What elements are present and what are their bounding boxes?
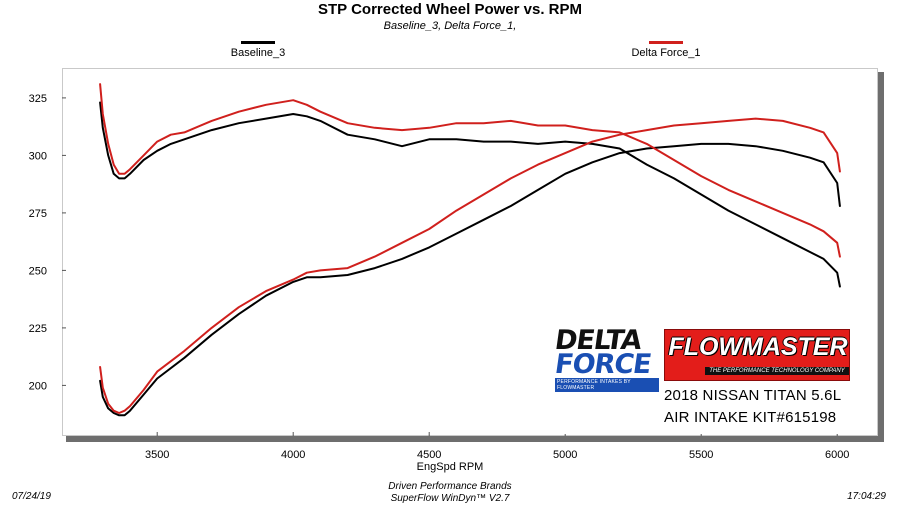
vehicle-label: 2018 NISSAN TITAN 5.6L: [664, 387, 842, 404]
x-tick-label: 6000: [825, 449, 849, 461]
chart-subtitle: Baseline_3, Delta Force_1,: [383, 20, 517, 32]
flowmaster-logo: FLOWMASTER THE PERFORMANCE TECHNOLOGY CO…: [664, 329, 850, 381]
y-tick-label: 325: [29, 93, 47, 105]
legend-swatch-baseline: [241, 41, 275, 44]
delta-force-logo-tagline: PERFORMANCE INTAKES BY FLOWMASTER: [555, 378, 659, 392]
legend-label-baseline: Baseline_3: [230, 47, 286, 59]
x-tick-label: 4500: [417, 449, 441, 461]
x-tick-label: 3500: [145, 449, 169, 461]
y-tick-label: 200: [29, 380, 47, 392]
legend-label-deltaforce: Delta Force_1: [631, 47, 701, 59]
y-tick-label: 275: [29, 208, 47, 220]
series-line-delta-force-1-power: [99, 117, 841, 414]
legend-item-baseline: Baseline_3: [198, 41, 318, 59]
y-tick-label: 250: [29, 265, 47, 277]
delta-force-logo-force: FORCE: [552, 349, 653, 380]
series-line-delta-force-1-torque: [99, 83, 841, 258]
y-tick-label: 300: [29, 150, 47, 162]
legend-item-deltaforce: Delta Force_1: [606, 41, 726, 59]
flowmaster-logo-word: FLOWMASTER: [668, 333, 848, 361]
legend-swatch-deltaforce: [649, 41, 683, 44]
y-tick-label: 225: [29, 323, 47, 335]
y-axis-ticks: 200 225 250 275 300 325: [29, 93, 66, 392]
x-tick-label: 5000: [553, 449, 577, 461]
footer-software: SuperFlow WinDyn™ V2.7: [390, 493, 510, 504]
delta-force-logo: DELTA FORCE PERFORMANCE INTAKES BY FLOWM…: [552, 325, 659, 392]
series-lines: [99, 83, 841, 417]
footer-time: 17:04:29: [847, 491, 886, 502]
x-tick-label: 5500: [689, 449, 713, 461]
series-line-baseline-3-torque: [99, 101, 841, 288]
footer-date: 07/24/19: [12, 491, 51, 502]
footer-company: Driven Performance Brands: [388, 481, 512, 492]
kit-label: AIR INTAKE KIT#615198: [664, 409, 837, 426]
series-line-baseline-3-power: [99, 142, 841, 417]
flowmaster-logo-tagline: THE PERFORMANCE TECHNOLOGY COMPANY: [705, 367, 849, 375]
chart-title: STP Corrected Wheel Power vs. RPM: [318, 1, 582, 18]
x-axis-ticks: 3500 4000 4500 5000 5500 6000: [145, 432, 849, 461]
x-tick-label: 4000: [281, 449, 305, 461]
x-axis-label: EngSpd RPM: [416, 461, 484, 473]
